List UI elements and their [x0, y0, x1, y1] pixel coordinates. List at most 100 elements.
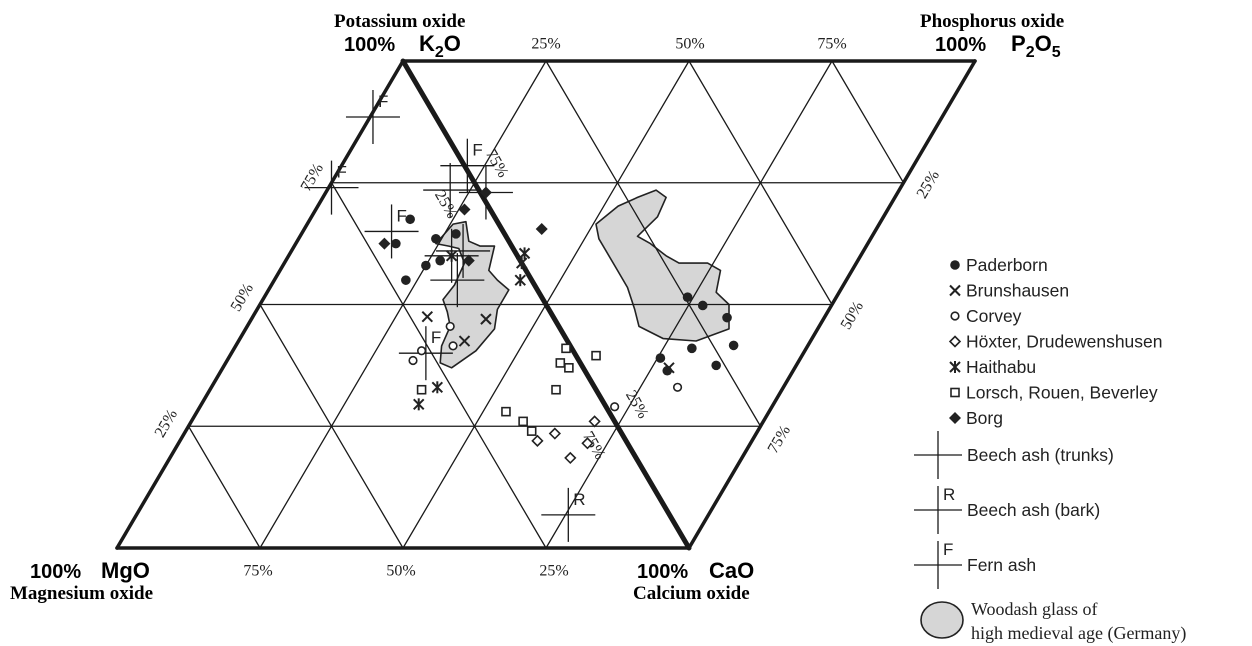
marker-shape: [431, 233, 441, 244]
cross-letter: F: [397, 206, 407, 225]
corner-title-k2o: Potassium oxide: [334, 11, 465, 32]
data-point: [413, 398, 425, 411]
formula-part: 2: [435, 44, 444, 61]
marker-shape: [682, 292, 693, 302]
tick-label: 50%: [386, 563, 415, 580]
data-point: [421, 260, 431, 271]
data-point: [445, 321, 455, 332]
cross-letter: F: [431, 328, 441, 347]
legend-region-swatch: [920, 601, 964, 639]
marker-shape: [445, 321, 455, 332]
corner-pct-cao: 100%: [637, 561, 688, 583]
region-shape: [435, 220, 510, 369]
tick-label: 75%: [765, 423, 794, 457]
data-point: [672, 382, 683, 392]
legend-label: Haithabu: [966, 357, 1036, 377]
formula-cao: CaO: [709, 558, 754, 583]
marker-shape: [948, 335, 962, 348]
data-point: [526, 426, 537, 436]
marker-shape: [548, 427, 561, 440]
marker-shape: [416, 384, 427, 395]
tick-label: 75%: [579, 429, 608, 463]
data-point: [564, 451, 577, 465]
marker-shape: [531, 434, 544, 447]
legend-label: Höxter, Drudewenshusen: [966, 332, 1163, 352]
grid-line: [831, 60, 905, 184]
data-point: [451, 229, 461, 239]
marker-shape: [421, 310, 434, 323]
marker-shape: [610, 402, 620, 412]
data-point: [555, 358, 566, 368]
legend-marker: [949, 361, 961, 373]
marker-shape: [416, 346, 427, 356]
data-point: [421, 310, 434, 323]
marker-shape: [687, 343, 697, 354]
reference-cross: F: [304, 160, 359, 215]
data-point: [591, 350, 601, 361]
marker-shape: [949, 284, 961, 297]
data-point: [462, 254, 475, 267]
data-point: [479, 186, 492, 199]
tick-label: 75%: [298, 161, 327, 195]
legend-label: Borg: [966, 408, 1003, 428]
marker-shape: [672, 382, 683, 392]
region-shape: [595, 189, 730, 342]
grid-line: [330, 182, 547, 549]
corner-pct-p2o5: 100%: [935, 34, 986, 56]
formula-mgo: MgO: [101, 558, 150, 583]
grid-line: [688, 60, 833, 306]
corner-pct-mgo: 100%: [30, 561, 81, 583]
marker-shape: [551, 384, 561, 395]
data-point: [697, 300, 708, 311]
marker-shape: [722, 312, 732, 323]
data-point: [431, 381, 444, 394]
reference-cross: [430, 253, 485, 308]
legend-region-line1: Woodash glass of: [971, 599, 1098, 619]
data-point: [535, 223, 548, 236]
data-point: [581, 437, 594, 450]
legend-label: Fern ash: [967, 555, 1036, 575]
marker-shape: [581, 437, 594, 450]
data-point: [501, 406, 511, 417]
legend-label: Beech ash (bark): [967, 500, 1100, 520]
reference-cross: [423, 163, 478, 218]
marker-shape: [479, 186, 492, 199]
legend-cross: [914, 431, 962, 479]
marker-shape: [564, 363, 574, 373]
reference-cross: [436, 223, 491, 278]
marker-shape: [435, 255, 445, 266]
data-point: [514, 274, 526, 287]
legend-marker: [948, 335, 962, 348]
data-point: [391, 238, 401, 249]
marker-shape: [588, 415, 601, 428]
reference-cross: F: [398, 326, 453, 381]
data-point: [448, 341, 458, 351]
corner-title-mgo: Magnesium oxide: [10, 583, 153, 604]
data-point: [588, 415, 601, 428]
data-point: [458, 203, 471, 216]
corner-pct-k2o: 100%: [344, 34, 395, 56]
cross-letter: F: [943, 540, 953, 559]
legend-cross: F: [914, 540, 962, 589]
marker-shape: [501, 406, 511, 417]
marker-shape: [561, 343, 571, 354]
marker-shape: [378, 237, 391, 250]
marker-shape: [458, 335, 471, 347]
data-points: [378, 186, 739, 465]
marker-shape: [462, 254, 475, 267]
data-point: [687, 343, 697, 354]
reference-cross: F: [345, 90, 400, 145]
grid-line: [545, 60, 762, 427]
divider-edge: [400, 58, 692, 551]
legend-marker: [950, 311, 960, 321]
formula-p2o5: P2O5: [1011, 31, 1061, 61]
grid-line: [187, 425, 261, 549]
data-point: [518, 416, 528, 427]
marker-shape: [480, 313, 492, 325]
legend-label: Paderborn: [966, 255, 1048, 275]
frame-edge: [115, 59, 405, 550]
marker-shape: [458, 203, 471, 216]
legend-marker: [949, 284, 961, 297]
formula-part: 5: [1052, 44, 1061, 61]
reference-cross: F: [364, 204, 419, 259]
